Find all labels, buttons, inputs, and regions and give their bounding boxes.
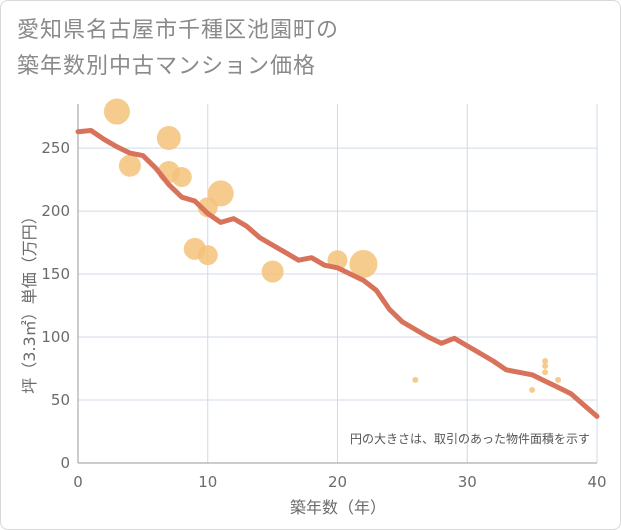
data-point-bubble xyxy=(349,249,378,278)
x-tick-label: 40 xyxy=(587,473,606,491)
data-point-bubble xyxy=(412,376,419,383)
y-tick-label: 250 xyxy=(41,139,70,157)
data-point-bubble xyxy=(156,126,181,151)
data-point-bubble xyxy=(542,363,549,370)
y-tick-label: 50 xyxy=(51,391,70,409)
data-point-bubble xyxy=(555,376,562,383)
data-point-bubble xyxy=(171,167,192,188)
bubble-size-note: 円の大きさは、取引のあった物件面積を示す xyxy=(350,431,590,446)
y-axis-label: 坪（3.3㎡）単価（万円） xyxy=(20,208,39,393)
data-point-bubble xyxy=(261,260,284,283)
data-points xyxy=(103,98,562,393)
grid-lines xyxy=(78,104,598,463)
data-point-bubble xyxy=(542,369,549,376)
data-point-bubble xyxy=(103,98,130,125)
x-tick-label: 20 xyxy=(328,473,347,491)
chart-title-line-1: 愛知県名古屋市千種区池園町の xyxy=(17,18,340,43)
x-tick-label: 30 xyxy=(458,473,477,491)
data-point-bubble xyxy=(529,386,536,393)
data-point-bubble xyxy=(197,245,218,266)
y-tick-label: 100 xyxy=(41,328,70,346)
trend-line-group xyxy=(75,128,600,419)
axes xyxy=(77,104,597,464)
y-tick-label: 200 xyxy=(41,202,70,220)
y-tick-label: 150 xyxy=(41,265,70,283)
trend-line xyxy=(75,128,600,419)
x-tick-label: 10 xyxy=(198,473,217,491)
data-point-bubble xyxy=(542,357,549,364)
tick-labels: 0 10 20 30 40 0 50 100 150 200 250 xyxy=(41,139,606,491)
data-point-bubble xyxy=(207,180,234,207)
chart-title: 愛知県名古屋市千種区池園町の 築年数別中古マンション価格 xyxy=(17,13,339,85)
x-tick-label: 0 xyxy=(73,473,83,491)
chart-title-line-2: 築年数別中古マンション価格 xyxy=(17,54,317,79)
y-tick-label: 0 xyxy=(60,454,70,472)
x-axis-label: 築年数（年） xyxy=(290,498,386,517)
data-point-bubble xyxy=(118,154,141,177)
